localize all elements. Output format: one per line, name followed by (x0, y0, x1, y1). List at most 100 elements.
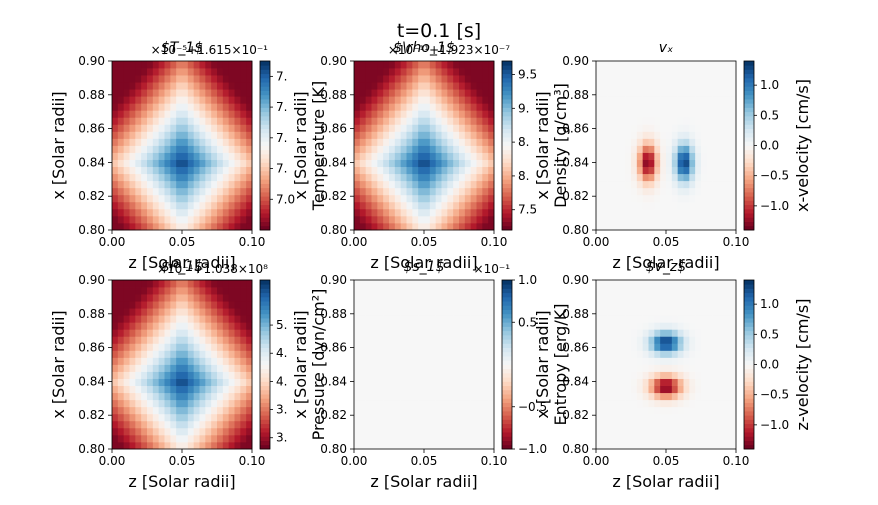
heatmap-cell (636, 399, 644, 408)
colorbar-segment (260, 305, 270, 310)
heatmap-cell (619, 329, 626, 337)
heatmap-cell (123, 294, 130, 302)
heatmap-cell (464, 441, 472, 450)
heatmap-cell (712, 138, 719, 146)
heatmap-cell (447, 61, 454, 69)
heatmap-cell (706, 117, 714, 125)
heatmap-cell (730, 117, 737, 125)
heatmap-cell (152, 166, 160, 175)
colorbar-segment (260, 280, 270, 285)
heatmap-cell (112, 301, 119, 309)
heatmap-cell (412, 441, 419, 450)
heatmap-cell (718, 357, 725, 365)
heatmap-cell (706, 215, 714, 224)
heatmap-cell (654, 364, 661, 372)
heatmap-cell (371, 350, 378, 358)
heatmap-cell (648, 329, 655, 337)
heatmap-cell (176, 364, 183, 372)
heatmap-cell (371, 145, 378, 153)
heatmap-cell (677, 68, 684, 76)
heatmap-cell (660, 201, 667, 210)
heatmap-cell (147, 329, 154, 337)
heatmap-cell (199, 152, 206, 160)
heatmap-cell (389, 96, 396, 104)
heatmap-cell (406, 315, 413, 323)
heatmap-cell (222, 371, 230, 379)
colorbar-segment (260, 200, 270, 206)
heatmap-cell (164, 124, 171, 132)
heatmap-cell (724, 336, 731, 344)
heatmap-cell (596, 89, 603, 97)
heatmap-cell (359, 371, 367, 379)
colorbar-segment (502, 90, 512, 96)
heatmap-cell (625, 75, 632, 83)
heatmap-cell (112, 413, 119, 422)
heatmap-cell (383, 222, 390, 231)
heatmap-cell (135, 364, 142, 372)
heatmap-cell (625, 413, 632, 422)
heatmap-cell (596, 357, 603, 365)
heatmap-cell (211, 96, 218, 104)
heatmap-cell (695, 145, 702, 153)
heatmap-cell (712, 315, 719, 323)
heatmap-cell (660, 145, 667, 153)
heatmap-cell (619, 194, 626, 203)
heatmap-cell (607, 96, 614, 104)
heatmap-cell (660, 103, 667, 111)
heatmap-cell (193, 329, 200, 337)
colorbar-segment (744, 377, 754, 382)
heatmap-cell (660, 68, 667, 76)
heatmap-cell (383, 138, 390, 146)
heatmap-cell (211, 329, 218, 337)
colorbar-segment (260, 318, 270, 323)
heatmap-cell (371, 371, 378, 379)
heatmap-cell (654, 124, 661, 132)
heatmap-cell (482, 413, 489, 422)
heatmap-cell (596, 413, 603, 422)
heatmap-cell (671, 301, 679, 309)
heatmap-vz (596, 280, 737, 450)
heatmap-cell (677, 159, 684, 168)
heatmap-cell (246, 364, 253, 372)
heatmap-cell (371, 336, 378, 344)
heatmap-cell (117, 145, 125, 153)
heatmap-cell (689, 280, 696, 288)
heatmap-cell (383, 145, 390, 153)
heatmap-cell (642, 371, 649, 379)
colorbar-segment (744, 200, 754, 206)
heatmap-cell (424, 208, 431, 217)
heatmap-cell (193, 222, 200, 231)
colorbar-segment (260, 221, 270, 227)
heatmap-cell (660, 96, 667, 104)
heatmap-cell (217, 96, 224, 104)
heatmap-cell (683, 152, 690, 160)
heatmap-cell (488, 350, 495, 358)
heatmap-cell (234, 187, 241, 196)
heatmap-cell (470, 110, 477, 118)
colorbar-segment (260, 347, 270, 353)
colorbar-segment (260, 427, 270, 433)
heatmap-cell (459, 145, 466, 153)
heatmap-cell (217, 124, 224, 132)
heatmap-cell (365, 350, 372, 358)
heatmap-cell (199, 187, 206, 196)
heatmap-cell (476, 222, 483, 231)
heatmap-cell (354, 187, 361, 196)
heatmap-cell (701, 378, 708, 387)
heatmap-cell (666, 124, 673, 132)
heatmap-cell (464, 131, 472, 139)
heatmap-cell (359, 399, 367, 408)
heatmap-cell (365, 194, 372, 203)
heatmap-cell (182, 434, 189, 443)
heatmap-cell (689, 222, 696, 231)
heatmap-cell (695, 61, 702, 69)
heatmap-cell (435, 103, 442, 111)
colorbar-segment (502, 145, 512, 151)
colorbar-segment (502, 115, 512, 121)
heatmap-cell (482, 322, 489, 330)
heatmap-cell (182, 427, 189, 436)
heatmap-cell (648, 215, 655, 224)
heatmap-cell (660, 61, 667, 69)
heatmap-cell (400, 434, 407, 443)
heatmap-cell (683, 222, 690, 231)
